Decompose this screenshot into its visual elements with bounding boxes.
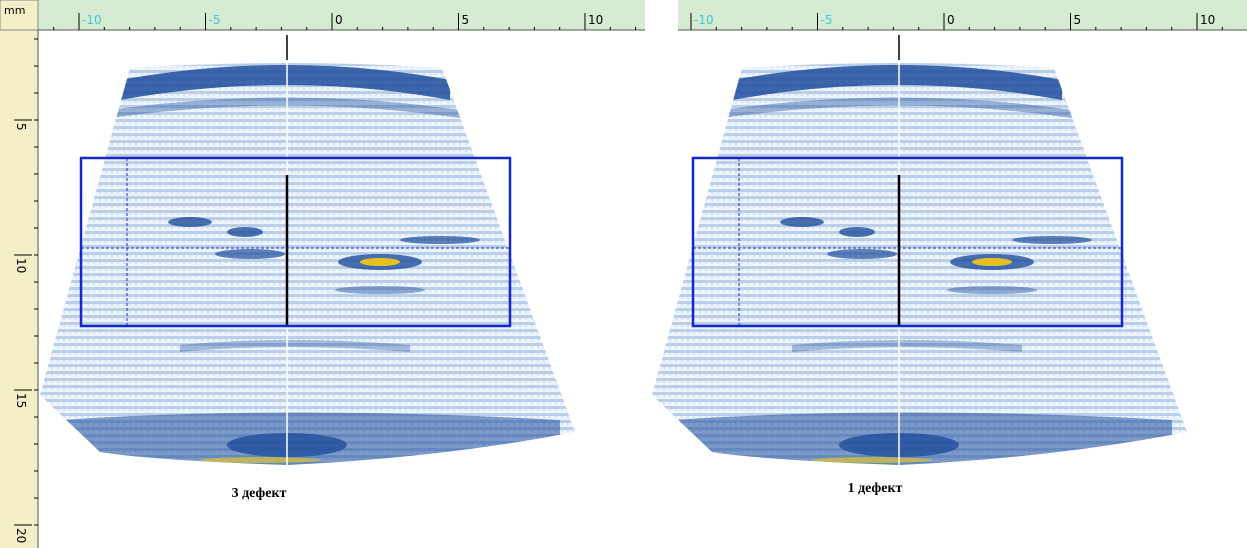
scan-view: mm 3 дефект 1 дефект -10 -5 0 5 10 -10 -5 0 5 10 5… [0,0,1247,548]
scan-image [652,35,1187,470]
tick-label: 5 [462,13,470,27]
tick-label: 10 [588,13,603,27]
left-ruler [0,0,38,548]
tick-label: -10 [694,13,714,27]
tick-label: 10 [1200,13,1215,27]
top-ruler [678,0,1247,30]
tick-label: 5 [1074,13,1082,27]
tick-label: 0 [947,13,955,27]
tick-label: 0 [335,13,343,27]
tick-label: -5 [209,13,221,27]
tick-label: -10 [82,13,102,27]
caption: 3 дефект [232,486,287,501]
caption: 1 дефект [848,481,903,496]
tick-label: -5 [821,13,833,27]
depth-label: 10 [14,258,28,273]
depth-label: 5 [14,123,28,131]
depth-label: 20 [14,528,28,543]
unit-label: mm [4,4,25,17]
scan-image [40,35,575,470]
depth-label: 15 [14,393,28,408]
